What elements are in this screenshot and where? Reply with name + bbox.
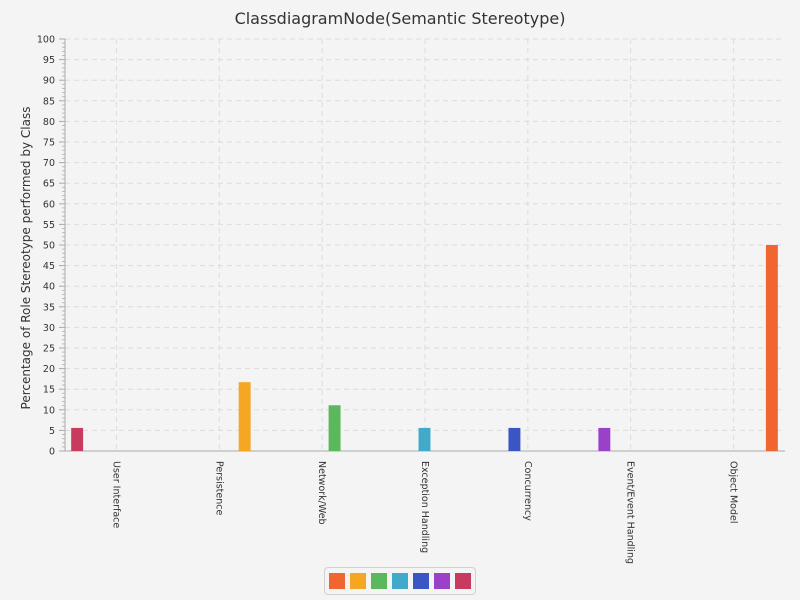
x-tick-label: Event/Event Handling: [625, 461, 636, 564]
y-tick-label: 15: [43, 385, 55, 396]
y-tick-label: 25: [43, 344, 55, 355]
x-tick-label: User Interface: [110, 461, 121, 528]
y-tick-label: 0: [49, 447, 55, 458]
bar: [765, 245, 778, 451]
chart-title: ClassdiagramNode(Semantic Stereotype): [235, 9, 566, 28]
legend-swatch: [392, 573, 408, 589]
x-tick-label: Network/Web: [316, 461, 327, 525]
x-tick-label: Exception Handling: [419, 461, 430, 553]
y-tick-label: 10: [43, 405, 55, 416]
y-tick-label: 80: [43, 117, 55, 128]
y-tick-label: 65: [43, 179, 55, 190]
bar: [598, 427, 611, 451]
x-tick-label: Concurrency: [522, 461, 533, 521]
y-tick-label: 20: [43, 364, 55, 375]
y-tick-label: 30: [43, 323, 55, 334]
bar: [418, 427, 431, 451]
legend-swatch: [455, 573, 471, 589]
x-tick-labels: User Interface Persistence Network/Web Exce…: [110, 461, 738, 564]
legend: [324, 567, 476, 595]
y-tick-label: 55: [43, 220, 55, 231]
x-tick-label: Object Model: [728, 461, 739, 523]
legend-swatch: [434, 573, 450, 589]
y-axis-label: Percentage of Role Stereotype performed …: [19, 107, 33, 410]
y-tick-label: 60: [43, 199, 55, 210]
y-tick-label: 70: [43, 158, 55, 169]
legend-swatch: [371, 573, 387, 589]
x-tick-label: Persistence: [213, 461, 224, 515]
bar: [71, 427, 84, 451]
y-tick-label: 40: [43, 282, 55, 293]
bar-layer: [71, 245, 778, 451]
y-tick-label: 5: [49, 426, 55, 437]
axis-layer: 0 5 10 15 20 25 30 35 40 45 50 55 60 65 70 75 80 85 90 95 10…: [37, 35, 785, 458]
grid-layer: [65, 38, 785, 451]
y-tick-label: 100: [37, 35, 55, 46]
y-tick-label: 75: [43, 138, 55, 149]
y-tick-label: 95: [43, 55, 55, 66]
bar: [328, 405, 341, 451]
y-tick-label: 50: [43, 241, 55, 252]
legend-swatch: [413, 573, 429, 589]
bar: [238, 382, 251, 451]
legend-swatch: [329, 573, 345, 589]
bar: [508, 427, 521, 451]
y-tick-label: 85: [43, 96, 55, 107]
y-tick-label: 45: [43, 261, 55, 272]
y-tick-label: 90: [43, 76, 55, 87]
y-tick-label: 35: [43, 302, 55, 313]
legend-swatch: [350, 573, 366, 589]
